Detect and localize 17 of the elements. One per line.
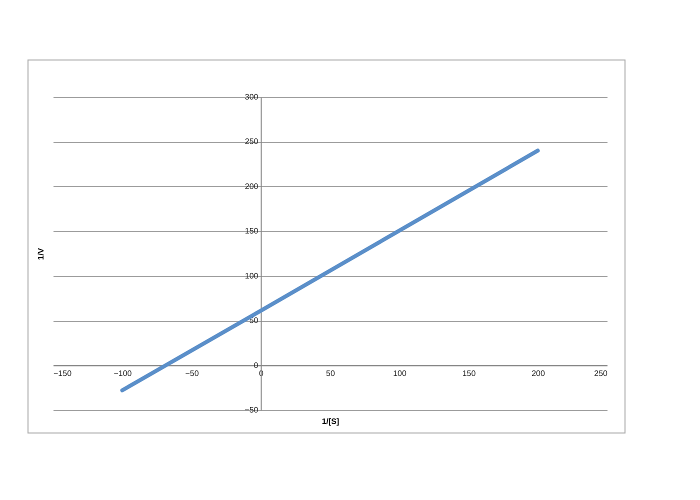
- x-tick-label: −150: [54, 368, 72, 378]
- y-axis-title: 1/V: [36, 247, 46, 260]
- y-tick-label: 150: [244, 226, 259, 236]
- y-tick-label: 0: [254, 360, 259, 370]
- y-tick-label: 200: [244, 182, 259, 191]
- x-tick-label: 200: [532, 368, 546, 378]
- x-tick-label: 100: [393, 368, 407, 378]
- y-tick-label: −50: [244, 406, 259, 414]
- y-tick-label: 250: [244, 137, 259, 146]
- y-tick-label: 100: [244, 271, 259, 280]
- y-tick-label: 300: [244, 92, 259, 102]
- x-tick-label: −50: [185, 368, 200, 378]
- x-tick-label: 150: [462, 368, 476, 378]
- x-tick-label: 50: [326, 368, 336, 378]
- x-tick-label: 250: [594, 368, 608, 378]
- x-axis-title: 1/[S]: [322, 416, 340, 426]
- x-tick-label: −100: [114, 368, 132, 378]
